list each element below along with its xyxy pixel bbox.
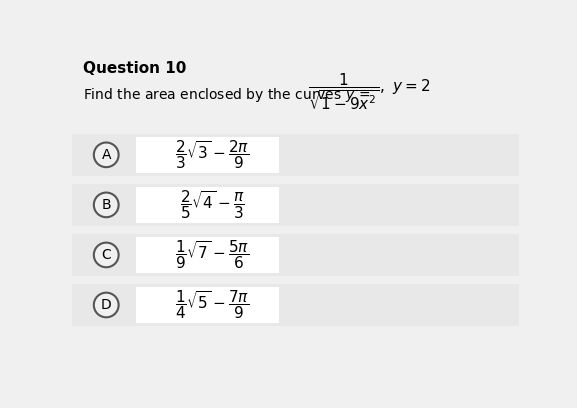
Text: $\dfrac{2}{5}\sqrt{4} - \dfrac{\pi}{3}$: $\dfrac{2}{5}\sqrt{4} - \dfrac{\pi}{3}$: [179, 188, 245, 221]
Text: Find the area enclosed by the curves $y\,=$: Find the area enclosed by the curves $y\…: [83, 86, 370, 104]
FancyBboxPatch shape: [136, 287, 279, 323]
FancyBboxPatch shape: [136, 187, 279, 223]
Circle shape: [94, 193, 119, 217]
Text: $\dfrac{2}{3}\sqrt{3} - \dfrac{2\pi}{9}$: $\dfrac{2}{3}\sqrt{3} - \dfrac{2\pi}{9}$: [175, 138, 249, 171]
Text: $\dfrac{1}{9}\sqrt{7} - \dfrac{5\pi}{6}$: $\dfrac{1}{9}\sqrt{7} - \dfrac{5\pi}{6}$: [175, 239, 249, 271]
Circle shape: [94, 142, 119, 167]
FancyBboxPatch shape: [136, 137, 279, 173]
Text: $\dfrac{1}{\sqrt{1-9x^2}}$$,\ y=2$: $\dfrac{1}{\sqrt{1-9x^2}}$$,\ y=2$: [309, 71, 431, 112]
Text: B: B: [102, 198, 111, 212]
FancyBboxPatch shape: [72, 284, 519, 326]
FancyBboxPatch shape: [136, 237, 279, 273]
Text: C: C: [102, 248, 111, 262]
Text: D: D: [101, 298, 111, 312]
Text: Question 10: Question 10: [83, 61, 186, 76]
FancyBboxPatch shape: [72, 184, 519, 226]
Text: A: A: [102, 148, 111, 162]
FancyBboxPatch shape: [72, 134, 519, 176]
Text: $\dfrac{1}{4}\sqrt{5} - \dfrac{7\pi}{9}$: $\dfrac{1}{4}\sqrt{5} - \dfrac{7\pi}{9}$: [175, 288, 249, 322]
FancyBboxPatch shape: [72, 234, 519, 276]
Circle shape: [94, 293, 119, 317]
Circle shape: [94, 243, 119, 267]
